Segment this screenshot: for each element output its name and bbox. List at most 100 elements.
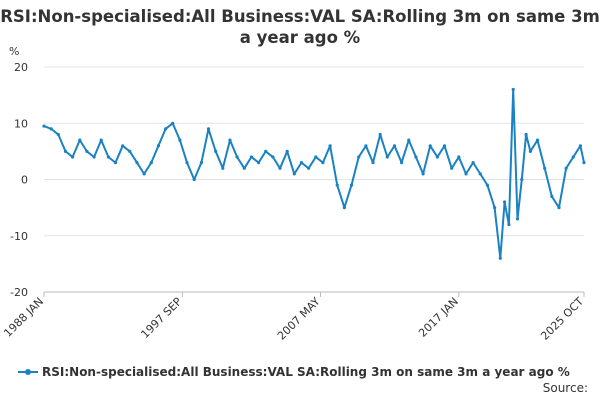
data-point bbox=[414, 155, 418, 159]
data-point bbox=[321, 161, 325, 165]
data-point bbox=[335, 183, 339, 187]
data-point bbox=[78, 138, 82, 142]
data-point bbox=[264, 149, 268, 153]
data-point bbox=[457, 155, 461, 159]
data-point bbox=[71, 155, 75, 159]
data-point bbox=[342, 206, 346, 210]
data-point bbox=[171, 121, 175, 125]
data-point bbox=[156, 144, 160, 148]
data-point bbox=[221, 166, 225, 170]
data-point bbox=[364, 144, 368, 148]
data-point bbox=[357, 155, 361, 159]
data-point bbox=[400, 161, 404, 165]
data-point bbox=[49, 127, 53, 131]
x-tick-label: 1988 JAN bbox=[1, 295, 46, 340]
data-point bbox=[392, 144, 397, 148]
data-point bbox=[328, 144, 332, 148]
data-point bbox=[192, 177, 196, 182]
data-point bbox=[113, 161, 118, 165]
data-point bbox=[121, 144, 125, 148]
data-point bbox=[503, 200, 507, 204]
y-tick-label: -10 bbox=[10, 230, 28, 243]
y-tick-label: 10 bbox=[14, 117, 28, 130]
data-point bbox=[421, 172, 425, 176]
data-point bbox=[242, 166, 246, 170]
legend-label: RSI:Non-specialised:All Business:VAL SA:… bbox=[42, 365, 570, 379]
x-tick-label: 1997 SEP bbox=[138, 295, 184, 341]
data-point bbox=[249, 155, 253, 159]
y-axis-unit: % bbox=[9, 45, 20, 58]
data-point bbox=[85, 149, 89, 153]
data-point bbox=[582, 161, 586, 165]
data-point bbox=[128, 149, 132, 153]
data-point bbox=[557, 206, 561, 210]
x-tick-label: 2017 JAN bbox=[416, 295, 461, 340]
data-point bbox=[511, 87, 515, 92]
data-point bbox=[235, 155, 239, 159]
y-tick-label: 20 bbox=[14, 61, 28, 74]
data-point bbox=[214, 149, 218, 153]
data-point bbox=[307, 166, 311, 170]
data-point bbox=[185, 161, 189, 165]
data-point bbox=[520, 177, 524, 182]
data-point bbox=[63, 149, 68, 153]
data-point bbox=[507, 222, 511, 227]
data-point bbox=[471, 161, 475, 165]
data-point bbox=[528, 149, 533, 153]
y-tick-label: 0 bbox=[21, 174, 28, 187]
data-point bbox=[199, 161, 203, 165]
data-point bbox=[349, 183, 354, 187]
chart-title: RSI:Non-specialised:All Business:VAL SA:… bbox=[0, 7, 600, 47]
data-point bbox=[435, 155, 439, 159]
data-point bbox=[378, 132, 382, 137]
data-point bbox=[206, 127, 211, 131]
source-label: Source: bbox=[542, 381, 588, 395]
y-tick-label: -20 bbox=[10, 286, 28, 299]
data-point bbox=[99, 138, 103, 142]
data-point bbox=[314, 155, 318, 159]
data-point bbox=[515, 217, 520, 221]
data-point bbox=[450, 166, 454, 170]
data-point bbox=[178, 138, 182, 142]
data-point bbox=[164, 127, 168, 131]
data-point bbox=[228, 138, 232, 142]
data-point bbox=[442, 144, 447, 148]
data-point bbox=[485, 183, 489, 187]
data-point bbox=[564, 166, 568, 170]
data-point bbox=[535, 138, 540, 142]
data-point bbox=[285, 149, 289, 153]
data-point bbox=[257, 161, 261, 165]
data-point bbox=[578, 144, 583, 148]
data-point bbox=[524, 132, 528, 137]
data-point bbox=[493, 206, 497, 210]
data-point bbox=[464, 172, 468, 176]
data-point bbox=[292, 172, 296, 176]
x-tick-label: 2007 MAY bbox=[275, 295, 323, 343]
legend: RSI:Non-specialised:All Business:VAL SA:… bbox=[18, 365, 570, 379]
series-layer bbox=[42, 87, 586, 260]
data-point bbox=[543, 166, 547, 170]
data-point bbox=[149, 161, 153, 165]
series-line bbox=[43, 88, 585, 260]
data-point bbox=[407, 138, 411, 142]
data-point bbox=[571, 155, 575, 159]
data-point bbox=[498, 256, 502, 260]
data-point bbox=[371, 161, 375, 165]
data-point bbox=[385, 155, 389, 159]
data-point bbox=[271, 155, 275, 159]
data-point bbox=[92, 155, 96, 159]
y-axis: 20 10 0 -10 -20 bbox=[10, 61, 28, 299]
gridlines bbox=[44, 66, 584, 293]
data-point bbox=[42, 124, 46, 128]
data-point bbox=[278, 166, 282, 170]
data-point bbox=[106, 155, 110, 159]
data-point bbox=[299, 161, 304, 165]
data-point bbox=[550, 194, 554, 198]
data-point bbox=[135, 161, 139, 165]
data-point bbox=[428, 144, 432, 148]
x-axis: 1988 JAN 1997 SEP 2007 MAY 2017 JAN 2025 OCT bbox=[1, 291, 586, 343]
legend-line-marker bbox=[18, 366, 38, 378]
data-point bbox=[142, 172, 146, 176]
data-point bbox=[478, 172, 482, 176]
